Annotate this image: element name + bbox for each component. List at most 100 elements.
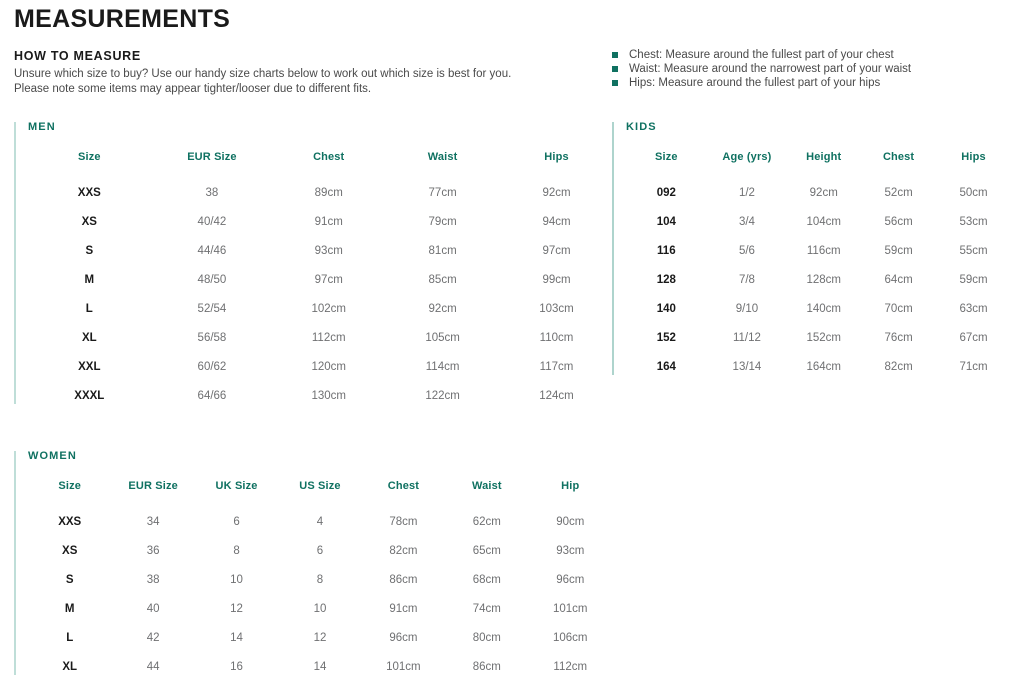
column-header-hips: Hips — [961, 151, 986, 163]
cell-value: 64cm — [884, 274, 913, 286]
column-header-height: Height — [806, 151, 842, 163]
cell-value: 101cm — [553, 603, 588, 615]
cell-value: 64/66 — [197, 390, 227, 402]
table-row: 152 11/12 152cm 76cm 67cm — [626, 323, 1010, 352]
table-row: XXL 60/62 120cm 114cm 117cm — [28, 352, 612, 381]
cell-value: 91cm — [389, 603, 418, 615]
cell-value: 105cm — [425, 332, 460, 344]
cell-value: 53cm — [959, 216, 988, 228]
cell-value: 52/54 — [197, 303, 227, 315]
cell-value: 9/10 — [735, 303, 759, 315]
table-row: 092 1/2 92cm 52cm 50cm — [626, 178, 1010, 207]
column-header-chest: Chest — [882, 151, 915, 163]
cell-value: 96cm — [389, 632, 418, 644]
how-to-measure-body: Unsure which size to buy? Use our handy … — [14, 67, 534, 97]
list-item: Waist: Measure around the narrowest part… — [612, 62, 1010, 76]
cell-value: 59cm — [884, 245, 913, 257]
cell-size: 116 — [657, 245, 676, 257]
cell-value: 56/58 — [197, 332, 227, 344]
cell-value: 71cm — [959, 361, 988, 373]
cell-size: 128 — [656, 274, 676, 286]
table-row: L 42 14 12 96cm 80cm 106cm — [28, 623, 612, 652]
cell-value: 14 — [313, 661, 327, 673]
size-chart-kids: KIDS Size Age (yrs) Height Chest Hips 09… — [612, 120, 1010, 381]
cell-value: 117cm — [539, 361, 574, 373]
cell-value: 114cm — [425, 361, 460, 373]
cell-value: 93cm — [314, 245, 343, 257]
column-header-eur-size: EUR Size — [187, 151, 237, 163]
cell-value: 42 — [146, 632, 160, 644]
kids-table-body: 092 1/2 92cm 52cm 50cm 104 3/4 104cm 56cm 53cm 116… — [626, 178, 1010, 381]
table-header-row: Size EUR Size Chest Waist Hips — [28, 150, 612, 178]
cell-value: 59cm — [959, 274, 988, 286]
measure-tip-text: Waist: Measure around the narrowest part… — [629, 63, 912, 75]
table-row: XXS 34 6 4 78cm 62cm 90cm — [28, 507, 612, 536]
women-size-table: Size EUR Size UK Size US Size Chest Wais… — [28, 479, 612, 681]
cell-value: 60/62 — [197, 361, 227, 373]
cell-value: 101cm — [386, 661, 421, 673]
cell-value: 40/42 — [197, 216, 227, 228]
measure-tip-text: Hips: Measure around the fullest part of… — [629, 77, 881, 89]
table-row: M 48/50 97cm 85cm 99cm — [28, 265, 612, 294]
cell-size: XS — [62, 545, 78, 557]
page-title: MEASUREMENTS — [14, 5, 231, 33]
table-row: 116 5/6 116cm 59cm 55cm — [626, 236, 1010, 265]
cell-value: 82cm — [389, 545, 418, 557]
cell-value: 52cm — [884, 187, 913, 199]
size-chart-men: MEN Size EUR Size Chest Waist Hips XXS 38… — [14, 120, 612, 410]
cell-value: 103cm — [539, 303, 574, 315]
cell-size: 104 — [656, 216, 676, 228]
cell-size: XL — [62, 661, 78, 673]
column-header-size: Size — [78, 151, 101, 163]
table-row: S 44/46 93cm 81cm 97cm — [28, 236, 612, 265]
cell-value: 67cm — [959, 332, 988, 344]
cell-size: 140 — [656, 303, 676, 315]
cell-size: 092 — [656, 187, 676, 199]
list-item: Hips: Measure around the fullest part of… — [612, 76, 1010, 90]
table-header-row: Size EUR Size UK Size US Size Chest Wais… — [28, 479, 612, 507]
table-row: S 38 10 8 86cm 68cm 96cm — [28, 565, 612, 594]
column-header-chest: Chest — [387, 480, 420, 492]
cell-value: 16 — [230, 661, 243, 673]
cell-value: 38 — [146, 574, 160, 586]
cell-value: 93cm — [556, 545, 585, 557]
column-header-size: Size — [58, 480, 82, 492]
cell-value: 130cm — [311, 390, 346, 402]
column-header-chest: Chest — [313, 151, 345, 163]
table-row: XS 40/42 91cm 79cm 94cm — [28, 207, 612, 236]
measure-tips-block: Chest: Measure around the fullest part o… — [612, 48, 1010, 90]
cell-value: 80cm — [472, 632, 501, 644]
table-row: 104 3/4 104cm 56cm 53cm — [626, 207, 1010, 236]
table-row: XL 56/58 112cm 105cm 110cm — [28, 323, 612, 352]
how-to-measure-line-2: Please note some items may appear tighte… — [14, 83, 372, 95]
cell-value: 40 — [146, 603, 160, 615]
primary-tables-row: MEN Size EUR Size Chest Waist Hips XXS 38… — [14, 120, 1010, 410]
table-row: L 52/54 102cm 92cm 103cm — [28, 294, 612, 323]
cell-value: 36 — [146, 545, 160, 557]
cell-value: 90cm — [556, 516, 585, 528]
men-size-table: Size EUR Size Chest Waist Hips XXS 38 89cm… — [28, 150, 612, 410]
cell-size: 164 — [656, 361, 676, 373]
cell-size: XL — [81, 332, 97, 344]
cell-value: 152cm — [806, 332, 841, 344]
cell-value: 112cm — [311, 332, 346, 344]
cell-value: 104cm — [806, 216, 841, 228]
men-table-body: XXS 38 89cm 77cm 92cm XS 40/42 91cm 79cm 94cm S 44/… — [28, 178, 612, 410]
measurements-page: MEASUREMENTS HOW TO MEASURE Unsure which… — [14, 5, 1010, 675]
cell-size: XXL — [78, 361, 101, 373]
cell-value: 10 — [313, 603, 327, 615]
column-header-age: Age (yrs) — [722, 151, 772, 163]
table-header-row: Size Age (yrs) Height Chest Hips — [626, 150, 1010, 178]
cell-value: 97cm — [542, 245, 571, 257]
size-chart-women: WOMEN Size EUR Size UK Size US Size Ches… — [14, 449, 612, 681]
cell-value: 5/6 — [738, 245, 755, 257]
cell-value: 1/2 — [738, 187, 755, 199]
table-row: XXXL 64/66 130cm 122cm 124cm — [28, 381, 612, 410]
cell-value: 4 — [316, 516, 324, 528]
cell-value: 164cm — [806, 361, 841, 373]
cell-value: 63cm — [959, 303, 988, 315]
cell-value: 116cm — [806, 245, 841, 257]
cell-size: M — [84, 274, 95, 286]
cell-value: 112cm — [553, 661, 588, 673]
measure-tips-list: Chest: Measure around the fullest part o… — [612, 48, 1010, 90]
